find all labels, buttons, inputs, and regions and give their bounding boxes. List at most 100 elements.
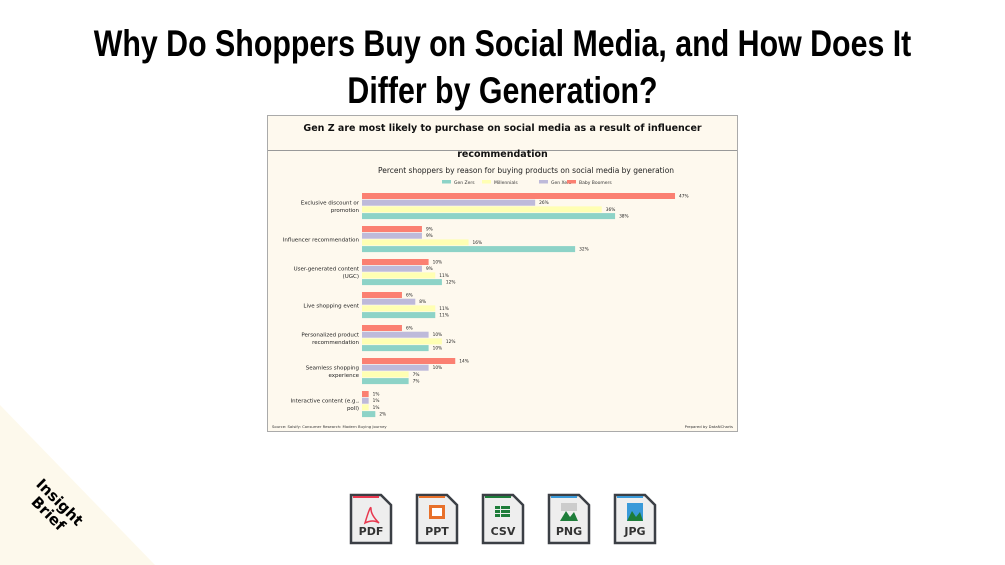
bar bbox=[362, 397, 369, 404]
bar bbox=[362, 292, 402, 298]
ppt-icon bbox=[415, 493, 459, 545]
legend-label: Gen Zers bbox=[454, 180, 475, 186]
category-label: Seamless shopping bbox=[306, 366, 359, 372]
bar-chart: Percent shoppers by reason for buying pr… bbox=[272, 166, 733, 429]
download-label: JPG bbox=[624, 525, 646, 538]
data-label: 9% bbox=[426, 233, 433, 239]
bar bbox=[362, 232, 422, 239]
bar bbox=[362, 312, 436, 319]
category-label: (UGC) bbox=[343, 274, 359, 280]
category-label: Influencer recommendation bbox=[283, 237, 360, 243]
png-icon bbox=[547, 493, 591, 545]
legend-swatch bbox=[482, 180, 491, 184]
bar bbox=[362, 272, 436, 279]
bar bbox=[362, 213, 616, 220]
data-label: 11% bbox=[439, 306, 449, 312]
bar bbox=[362, 246, 576, 253]
category-label: Interactive content (e.g., bbox=[291, 399, 360, 405]
data-label: 11% bbox=[439, 273, 449, 279]
data-label: 11% bbox=[439, 313, 449, 319]
bar bbox=[362, 404, 369, 411]
legend-swatch bbox=[442, 180, 451, 184]
bar bbox=[362, 325, 402, 331]
data-label: 12% bbox=[446, 339, 456, 345]
bar bbox=[362, 239, 469, 246]
download-label: CSV bbox=[490, 525, 516, 538]
chart-title: Percent shoppers by reason for buying pr… bbox=[378, 166, 674, 175]
category-label: poll) bbox=[347, 406, 359, 412]
data-label: 9% bbox=[426, 227, 433, 233]
category-label: promotion bbox=[331, 208, 360, 214]
download-pdf-button[interactable]: PDF bbox=[349, 493, 393, 545]
bar bbox=[362, 358, 456, 364]
data-label: 36% bbox=[606, 207, 616, 213]
bar bbox=[362, 391, 369, 397]
bar bbox=[362, 226, 422, 232]
bar bbox=[362, 199, 536, 206]
data-label: 2% bbox=[379, 412, 386, 418]
bar bbox=[362, 193, 676, 199]
legend-label: Gen Xers bbox=[551, 180, 572, 186]
bar bbox=[362, 305, 436, 312]
csv-icon bbox=[481, 493, 525, 545]
data-label: 6% bbox=[406, 293, 413, 299]
data-label: 7% bbox=[413, 379, 420, 385]
credit-note: Prepared by DataNCharts bbox=[685, 424, 733, 429]
data-label: 7% bbox=[413, 372, 420, 378]
category-label: recommendation bbox=[312, 340, 359, 346]
data-label: 16% bbox=[473, 240, 483, 246]
bar bbox=[362, 265, 422, 272]
data-label: 1% bbox=[373, 392, 380, 398]
data-label: 9% bbox=[426, 266, 433, 272]
download-label: PDF bbox=[358, 525, 384, 538]
download-icons: PDF PPT CSV PNG JPG bbox=[349, 493, 657, 545]
bar bbox=[362, 206, 602, 213]
data-label: 12% bbox=[446, 280, 456, 286]
data-label: 32% bbox=[579, 247, 589, 253]
source-note: Source: Salsify: Consumer Research: Mode… bbox=[272, 424, 387, 429]
download-label: PPT bbox=[425, 525, 449, 538]
download-png-button[interactable]: PNG bbox=[547, 493, 591, 545]
jpg-icon bbox=[613, 493, 657, 545]
bar bbox=[362, 338, 442, 345]
data-label: 26% bbox=[539, 200, 549, 206]
category-label: Personalized product bbox=[301, 333, 359, 339]
bar bbox=[362, 345, 429, 352]
data-label: 8% bbox=[419, 299, 426, 305]
category-label: User-generated content bbox=[294, 267, 360, 273]
bar bbox=[362, 411, 376, 418]
download-jpg-button[interactable]: JPG bbox=[613, 493, 657, 545]
brand-corner bbox=[0, 405, 155, 565]
bar bbox=[362, 279, 442, 286]
bar bbox=[362, 378, 409, 385]
data-label: 10% bbox=[433, 260, 443, 266]
bar bbox=[362, 298, 416, 305]
category-label: experience bbox=[329, 373, 360, 379]
data-label: 6% bbox=[406, 326, 413, 332]
legend-label: Millennials bbox=[494, 180, 518, 186]
data-label: 10% bbox=[433, 332, 443, 338]
category-label: Exclusive discount or bbox=[301, 201, 360, 207]
bar bbox=[362, 371, 409, 378]
data-label: 10% bbox=[433, 346, 443, 352]
download-csv-button[interactable]: CSV bbox=[481, 493, 525, 545]
data-label: 14% bbox=[459, 359, 469, 365]
chart-headline: Gen Z are most likely to purchase on soc… bbox=[268, 116, 737, 160]
data-label: 1% bbox=[373, 405, 380, 411]
page-title: Why Do Shoppers Buy on Social Media, and… bbox=[93, 23, 912, 111]
download-label: PNG bbox=[555, 525, 583, 538]
legend-swatch bbox=[567, 180, 576, 184]
data-label: 1% bbox=[373, 398, 380, 404]
bar bbox=[362, 331, 429, 338]
legend-swatch bbox=[539, 180, 548, 184]
category-label: Live shopping event bbox=[303, 303, 359, 309]
data-label: 47% bbox=[679, 194, 689, 200]
chart-card: Gen Z are most likely to purchase on soc… bbox=[267, 115, 738, 432]
bar bbox=[362, 259, 429, 265]
data-label: 10% bbox=[433, 365, 443, 371]
download-ppt-button[interactable]: PPT bbox=[415, 493, 459, 545]
bar bbox=[362, 364, 429, 371]
data-label: 38% bbox=[619, 214, 629, 220]
pdf-icon bbox=[349, 493, 393, 545]
legend-label: Baby Boomers bbox=[579, 180, 612, 186]
